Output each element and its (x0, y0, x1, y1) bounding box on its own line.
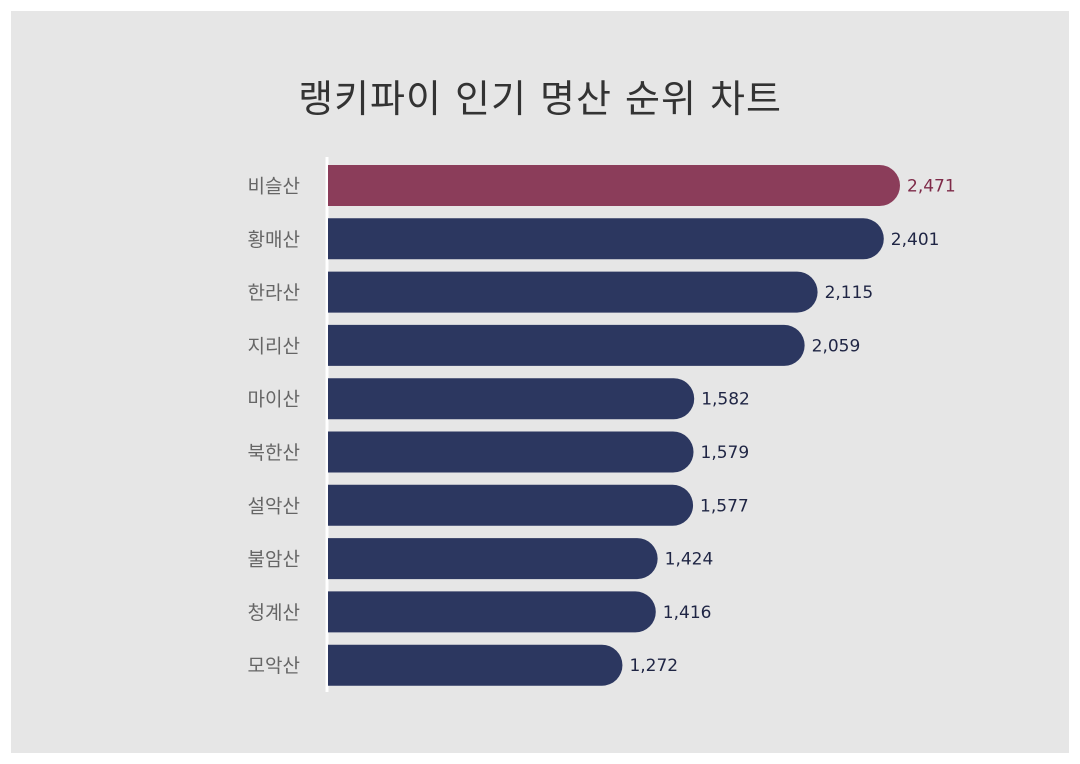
bar-9 (328, 591, 656, 633)
value-label: 2,059 (812, 336, 861, 356)
value-label: 1,582 (701, 390, 750, 410)
category-label: 지리산 (248, 335, 300, 357)
bar-3 (328, 271, 818, 313)
value-label: 1,424 (665, 550, 714, 570)
value-label: 1,272 (629, 656, 678, 676)
bar-5 (328, 378, 695, 420)
category-label: 불암산 (248, 549, 300, 571)
value-label: 1,579 (701, 443, 750, 463)
bar-1 (328, 165, 900, 206)
bar-8 (328, 538, 658, 580)
value-label: 2,401 (891, 230, 940, 250)
category-label: 설악산 (248, 495, 300, 517)
category-label: 한라산 (248, 282, 300, 304)
value-label: 2,115 (825, 283, 874, 303)
bar-7 (328, 484, 694, 526)
category-label: 황매산 (248, 229, 300, 251)
category-label: 마이산 (248, 389, 300, 411)
value-label: 1,577 (700, 496, 749, 516)
bar-6 (328, 431, 694, 473)
bar-2 (328, 218, 884, 260)
category-label: 비슬산 (248, 176, 300, 198)
category-label: 청계산 (248, 602, 300, 624)
value-label: 2,471 (907, 177, 956, 197)
bar-4 (328, 324, 805, 366)
value-label: 1,416 (663, 603, 712, 623)
category-label: 모악산 (248, 655, 300, 677)
chart-title: 랭키파이 인기 명산 순위 차트 (298, 77, 782, 121)
category-label: 북한산 (248, 442, 300, 464)
bar-10 (328, 644, 623, 686)
